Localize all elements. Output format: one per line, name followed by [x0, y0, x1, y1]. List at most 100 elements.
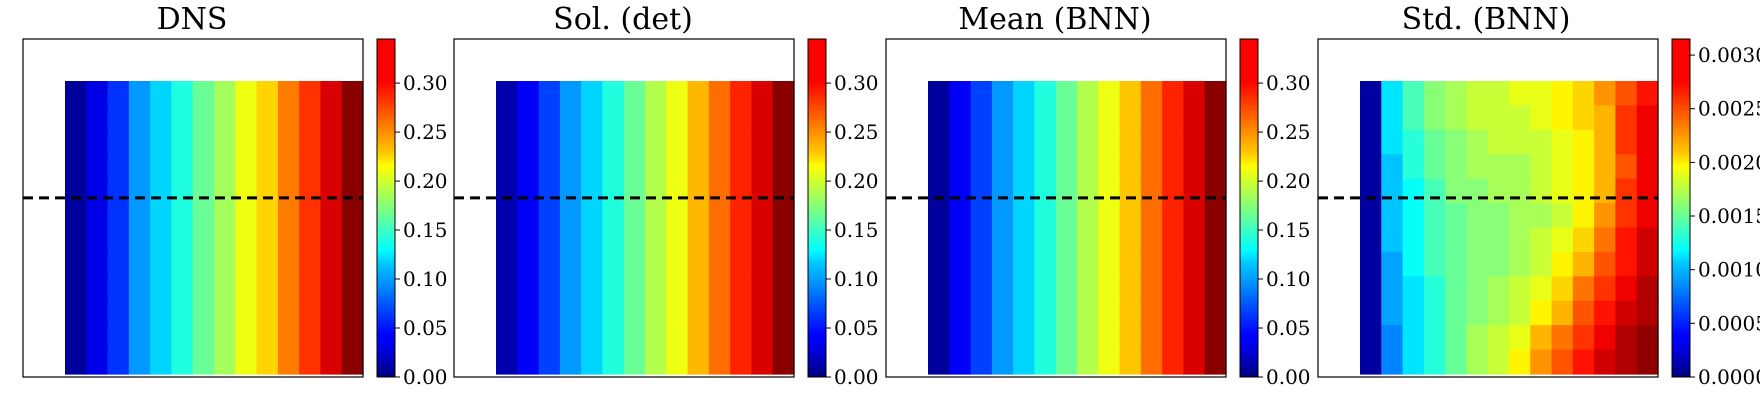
heatmap-cell	[1140, 251, 1163, 277]
heatmap-cell	[65, 349, 87, 375]
heatmap-cell	[751, 300, 774, 326]
heatmap-cell	[1509, 129, 1531, 155]
heatmap-cell	[730, 105, 753, 131]
heatmap-cell	[1572, 325, 1595, 351]
heatmap-cell	[730, 154, 753, 180]
colorbar-tick-label: 0.30	[403, 71, 448, 95]
heatmap-cell	[1119, 276, 1142, 302]
heatmap-cell	[581, 325, 604, 351]
heatmap-cell	[1530, 154, 1553, 180]
heatmap-cell	[666, 129, 689, 155]
heatmap-cell	[666, 203, 689, 229]
heatmap-cell	[1551, 251, 1574, 277]
heatmap-cell	[171, 154, 194, 180]
heatmap-cell	[1530, 349, 1553, 375]
heatmap-cell	[687, 129, 710, 155]
heatmap-cell	[299, 154, 322, 180]
heatmap-cell	[1402, 276, 1425, 302]
heatmap-cell	[1423, 203, 1446, 229]
heatmap-cell	[1466, 276, 1489, 302]
heatmap-cell	[496, 349, 518, 375]
heatmap-cell	[559, 129, 582, 155]
heatmap-cell	[256, 276, 279, 302]
heatmap-cell	[517, 178, 540, 204]
heatmap-cell	[708, 325, 731, 351]
colorbar-tick-label: 0.20	[1266, 169, 1311, 193]
heatmap-cell	[1572, 227, 1595, 253]
heatmap-cell	[1615, 129, 1638, 155]
panel-title: DNS	[157, 2, 228, 37]
heatmap-cell	[645, 227, 667, 253]
heatmap-cell	[1466, 349, 1489, 375]
heatmap-cell	[991, 251, 1014, 277]
heatmap-cell	[65, 203, 87, 229]
heatmap-cell	[128, 349, 151, 375]
heatmap-cell	[991, 349, 1014, 375]
heatmap-cell	[299, 227, 322, 253]
heatmap-cell	[1077, 81, 1099, 107]
heatmap-cell	[1551, 178, 1574, 204]
heatmap-cell	[320, 251, 343, 277]
heatmap-cell	[1034, 227, 1057, 253]
heatmap-cell	[496, 251, 518, 277]
heatmap-cell	[171, 349, 194, 375]
heatmap-cell	[214, 251, 236, 277]
heatmap-cell	[623, 227, 646, 253]
heatmap-cell	[1487, 276, 1510, 302]
heatmap-cell	[1381, 276, 1404, 302]
heatmap-cell	[645, 178, 667, 204]
heatmap-cell	[496, 276, 518, 302]
heatmap-cell	[1098, 203, 1121, 229]
heatmap-cell	[256, 178, 279, 204]
heatmap-cell	[970, 178, 993, 204]
heatmap-cell	[235, 178, 258, 204]
heatmap-cell	[1594, 105, 1617, 131]
heatmap-cell	[150, 251, 173, 277]
heatmap-cell	[666, 178, 689, 204]
colorbar-tick-label: 0.00	[1266, 365, 1311, 389]
heatmap-cell	[1572, 349, 1595, 375]
heatmap-cell	[1423, 276, 1446, 302]
heatmap-cell	[1402, 251, 1425, 277]
heatmap-cell	[1381, 178, 1404, 204]
heatmap-cell	[1466, 251, 1489, 277]
heatmap-cell	[991, 276, 1014, 302]
heatmap-cell	[1636, 105, 1659, 131]
heatmap-cell	[235, 129, 258, 155]
heatmap-cell	[496, 325, 518, 351]
colorbar: 0.00 0.05 0.10 0.15 0.20 0.25 0.30	[376, 38, 448, 389]
heatmap-cell	[1509, 81, 1531, 107]
heatmap-cell	[708, 300, 731, 326]
heatmap-cell	[1423, 300, 1446, 326]
heatmap-cell	[602, 227, 625, 253]
heatmap-cell	[1013, 178, 1036, 204]
heatmap-cell	[666, 276, 689, 302]
heatmap-cell	[1487, 325, 1510, 351]
heatmap-cell	[538, 349, 561, 375]
colorbar: 0.00 0.05 0.10 0.15 0.20 0.25 0.30	[807, 38, 879, 389]
heatmap-cell	[150, 325, 173, 351]
heatmap-cell	[192, 203, 215, 229]
heatmap-cell	[1615, 325, 1638, 351]
heatmap-cell	[1034, 81, 1057, 107]
heatmap-cell	[1098, 251, 1121, 277]
heatmap-cell	[1055, 105, 1078, 131]
heatmap-cell	[538, 203, 561, 229]
heatmap-cell	[1487, 251, 1510, 277]
heatmap-cell	[214, 276, 236, 302]
heatmap-cell	[991, 300, 1014, 326]
heatmap-cell	[559, 276, 582, 302]
heatmap-cell	[1466, 154, 1489, 180]
heatmap-cell	[949, 105, 972, 131]
heatmap-cell	[1140, 276, 1163, 302]
heatmap-cell	[1551, 300, 1574, 326]
heatmap-cell	[1530, 81, 1553, 107]
heatmap-cell	[65, 300, 87, 326]
heatmap-cell	[708, 154, 731, 180]
panel-dns: DNS 0.00 0.05 0.10 0.15 0.20 0.25 0.30	[22, 2, 448, 389]
heatmap-cell	[1119, 129, 1142, 155]
heatmap-cell	[581, 154, 604, 180]
colorbar-tick-label: 0.05	[403, 316, 448, 340]
heatmap-cell	[751, 251, 774, 277]
